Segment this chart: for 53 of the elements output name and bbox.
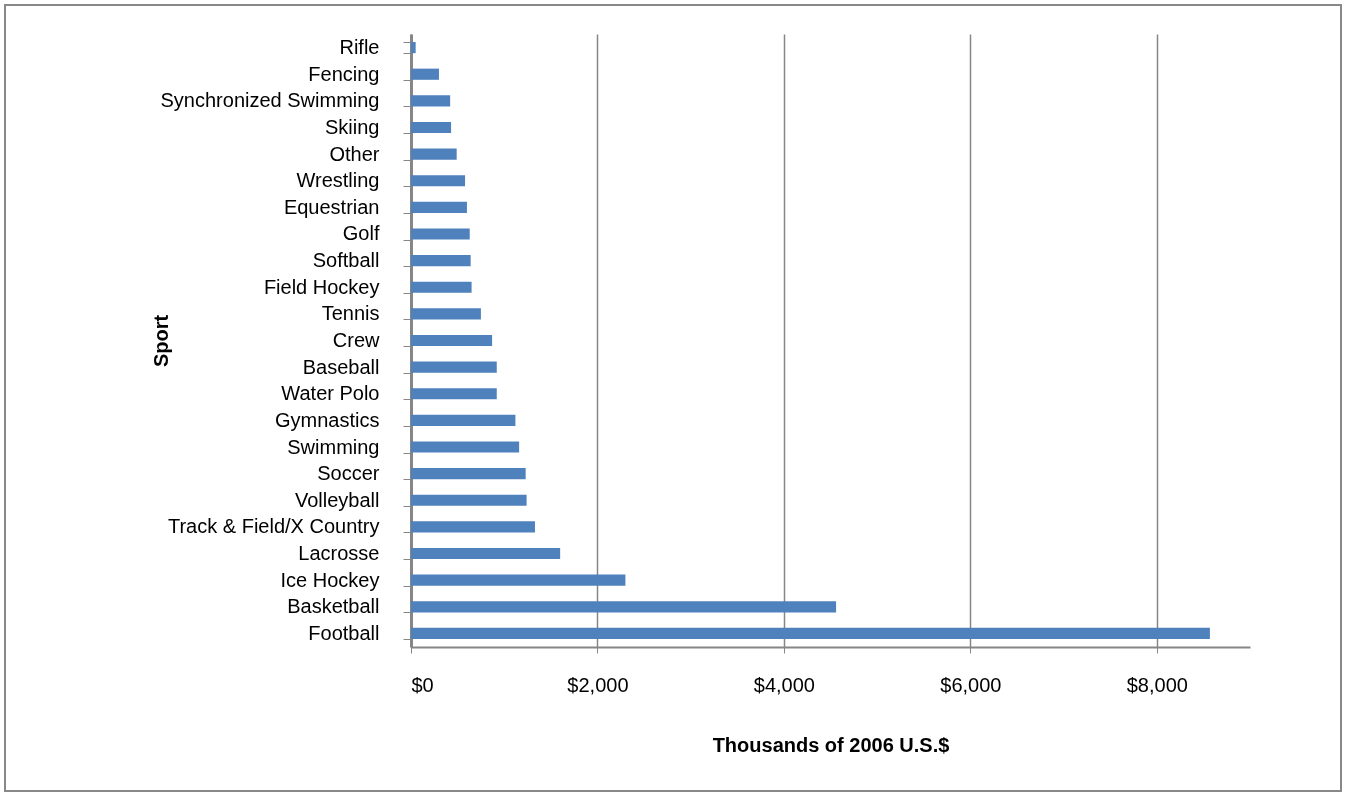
y-tick-label: Rifle	[339, 36, 380, 59]
bar	[411, 121, 452, 134]
bar	[411, 308, 481, 320]
bar	[411, 361, 497, 373]
y-tick-label: Equestrian	[283, 195, 380, 218]
y-tick-label: Football	[308, 621, 380, 644]
bar	[411, 201, 467, 213]
y-tick-label: Swimming	[287, 435, 380, 458]
bar	[411, 148, 457, 160]
bar	[411, 228, 470, 240]
bar	[411, 494, 527, 506]
y-tick-label: Crew	[332, 329, 381, 351]
bar	[411, 627, 1210, 640]
x-tick-label: $4,000	[753, 673, 815, 696]
y-tick-label: Ice Hockey	[280, 568, 380, 591]
bar	[411, 521, 535, 533]
bar	[411, 68, 439, 80]
y-tick-label: Synchronized Swimming	[160, 89, 380, 112]
bar	[411, 388, 497, 400]
y-tick-label: Tennis	[321, 302, 380, 325]
x-tick-label: $2,000	[567, 673, 629, 696]
x-tick-label: $0	[411, 673, 434, 696]
y-tick-label: Soccer	[317, 462, 380, 485]
bar	[411, 175, 466, 187]
y-tick-label: Baseball	[302, 355, 380, 378]
y-tick-label: Gymnastics	[275, 408, 380, 431]
bar	[411, 255, 471, 267]
bar	[411, 414, 516, 426]
y-tick-label: Volleyball	[294, 488, 380, 511]
y-tick-label: Fencing	[308, 62, 380, 85]
x-axis-title: Thousands of 2006 U.S.$	[712, 733, 950, 756]
x-tick-label: $6,000	[940, 673, 1002, 696]
y-tick-label: Wrestling	[296, 169, 380, 192]
bar	[411, 574, 626, 586]
bar	[411, 41, 416, 54]
y-tick-label: Track & Field/X Country	[167, 515, 380, 538]
bar	[411, 95, 451, 107]
y-tick-label: Other	[329, 142, 380, 165]
y-tick-label: Lacrosse	[298, 542, 380, 565]
y-tick-label: Golf	[342, 222, 380, 245]
bar	[411, 547, 561, 560]
bar	[411, 334, 493, 347]
y-tick-label: Skiing	[325, 115, 380, 138]
bar	[411, 281, 472, 293]
y-axis-title: Sport	[149, 314, 172, 368]
bar	[411, 441, 520, 453]
y-tick-label: Basketball	[287, 595, 380, 618]
y-tick-label: Softball	[312, 249, 380, 272]
y-tick-label: Water Polo	[281, 382, 380, 405]
y-tick-label: Field Hockey	[263, 275, 380, 298]
bar	[411, 468, 526, 480]
x-tick-label: $8,000	[1126, 673, 1188, 696]
bar	[411, 601, 837, 613]
